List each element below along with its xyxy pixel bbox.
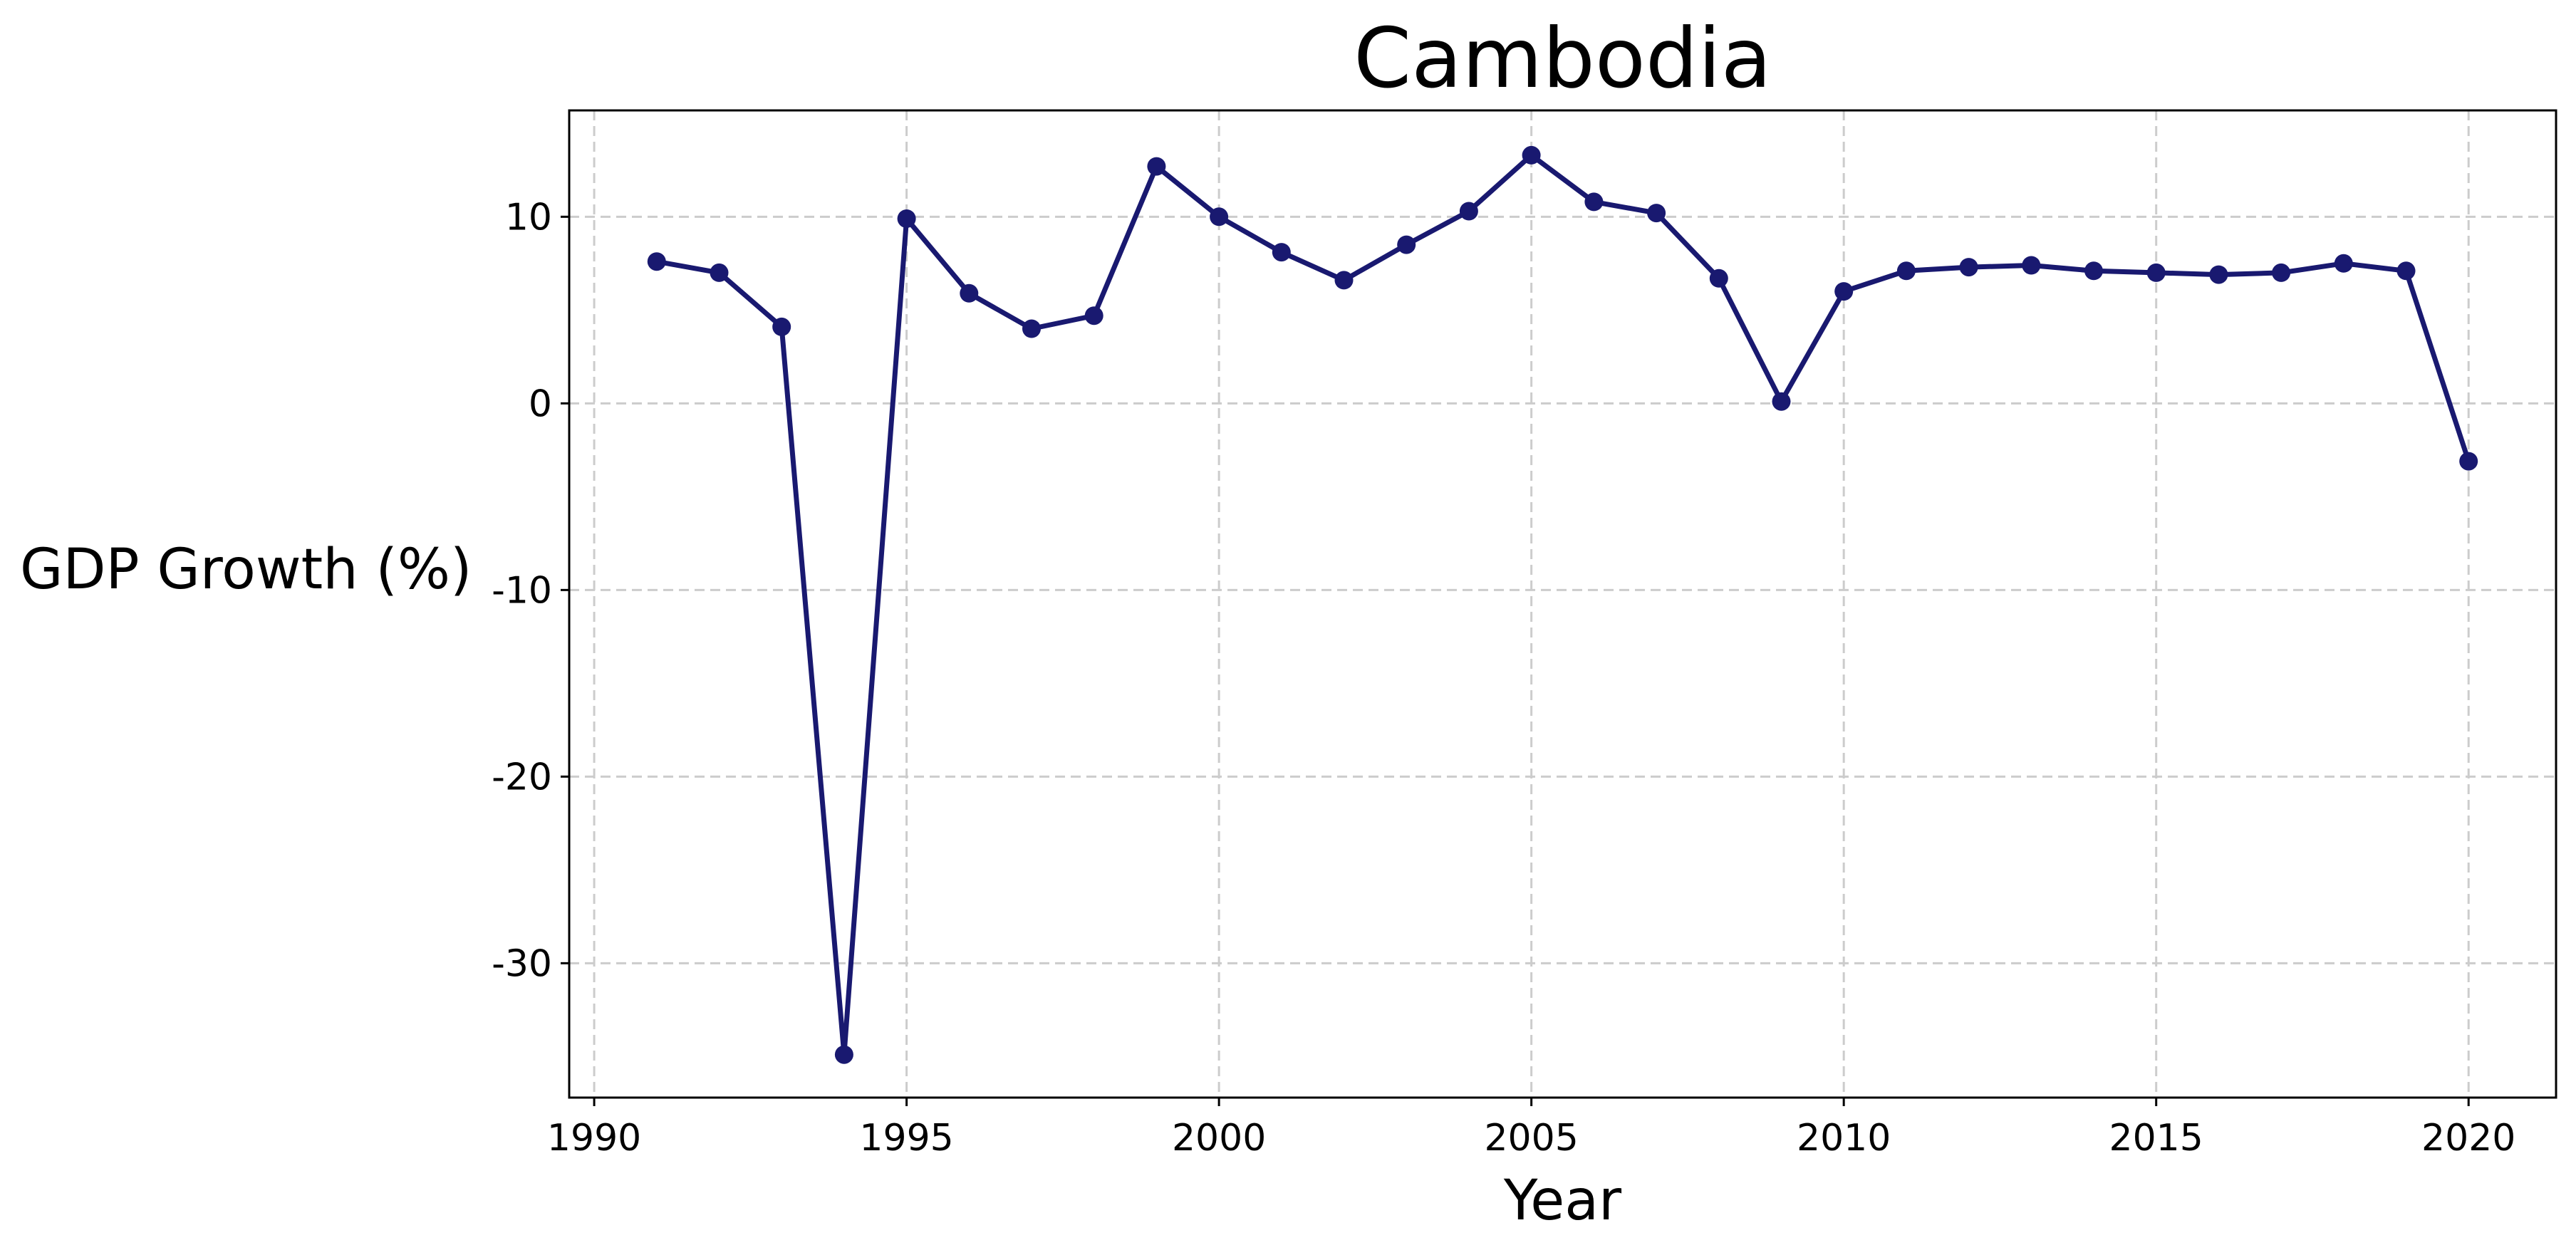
data-point <box>2146 263 2166 282</box>
x-tick-label: 1995 <box>859 1117 953 1160</box>
x-tick-label: 2005 <box>1484 1117 1578 1160</box>
x-axis-label: Year <box>1503 1169 1622 1233</box>
y-tick-label: -10 <box>492 569 552 612</box>
data-point <box>1147 157 1166 176</box>
data-point <box>960 283 979 303</box>
data-point <box>834 1045 853 1064</box>
data-point <box>2022 256 2041 275</box>
x-tick-label: 2020 <box>2421 1117 2515 1160</box>
data-point <box>1584 192 1604 212</box>
x-tick-label: 2015 <box>2109 1117 2203 1160</box>
chart-title: Cambodia <box>1354 11 1772 107</box>
y-tick-label: 10 <box>505 196 552 239</box>
data-point <box>1709 269 1728 288</box>
data-point <box>1896 261 1916 281</box>
data-point <box>1772 392 1791 411</box>
data-point <box>1959 258 1978 277</box>
y-tick-label: 0 <box>529 382 552 425</box>
data-point <box>2272 263 2291 282</box>
data-point <box>2396 261 2416 281</box>
data-point <box>1084 306 1103 326</box>
data-point <box>1459 202 1478 221</box>
data-point <box>1334 271 1354 290</box>
data-point <box>897 209 916 228</box>
data-point <box>1834 282 1854 301</box>
data-point <box>647 252 666 271</box>
series-layer <box>647 145 2478 1064</box>
data-point <box>710 263 729 282</box>
x-tick-label: 2010 <box>1797 1117 1891 1160</box>
y-tick-label: -30 <box>492 942 552 985</box>
data-point <box>1210 207 1229 226</box>
data-point <box>2459 452 2478 471</box>
series-line <box>654 152 2471 1058</box>
plot-frame <box>568 109 2557 1099</box>
tick-layer: 1990 1995 2000 2005 2010 2015 2020 10 0 -10 -20 -30 <box>492 196 2515 1160</box>
x-tick-label: 1990 <box>547 1117 641 1160</box>
data-point <box>2334 254 2353 273</box>
y-tick-label: -20 <box>492 756 552 798</box>
x-tick-label: 2000 <box>1172 1117 1266 1160</box>
data-point <box>1647 204 1666 223</box>
data-point <box>1272 243 1291 262</box>
data-point <box>1022 319 1041 338</box>
data-point <box>1522 145 1541 165</box>
data-point <box>2209 265 2228 284</box>
data-point <box>772 317 791 336</box>
y-axis-label: GDP Growth (%) <box>20 538 472 602</box>
data-point <box>1397 235 1416 254</box>
data-point <box>2084 261 2103 281</box>
